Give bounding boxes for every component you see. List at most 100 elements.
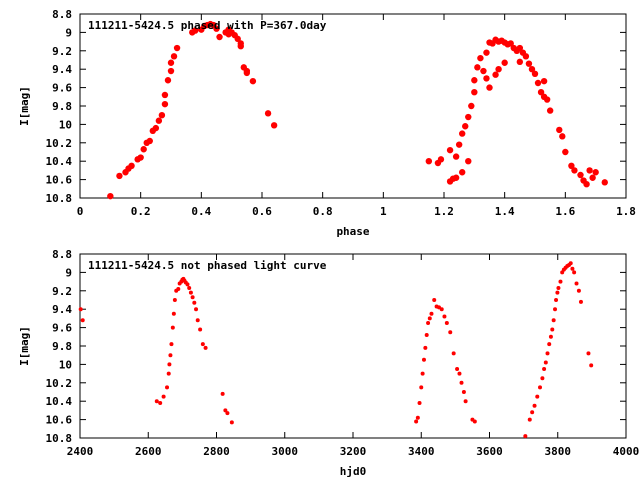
y-tick-label: 9 <box>65 26 72 39</box>
data-point <box>442 314 447 319</box>
y-tick-label: 9.8 <box>52 100 72 113</box>
data-point <box>483 49 490 56</box>
y-tick-label: 10 <box>59 118 72 131</box>
data-point <box>558 279 563 284</box>
data-point <box>556 286 561 291</box>
data-point <box>164 77 172 84</box>
data-point <box>474 64 481 71</box>
data-point <box>194 307 199 312</box>
data-point <box>542 367 547 371</box>
data-point <box>192 27 199 34</box>
data-point <box>540 77 548 85</box>
data-point <box>161 91 169 99</box>
data-point <box>546 107 554 114</box>
y-tick-label: 10.8 <box>46 432 73 445</box>
data-point <box>234 35 241 43</box>
data-point <box>452 174 460 181</box>
data-point <box>432 298 437 302</box>
data-point <box>188 290 193 295</box>
data-point <box>420 371 425 376</box>
y-tick-label: 9.2 <box>52 45 72 58</box>
data-point <box>540 376 545 381</box>
data-point <box>439 307 444 312</box>
data-point <box>477 54 484 62</box>
y-tick-label: 10.8 <box>46 192 73 205</box>
data-point <box>465 158 472 165</box>
y-tick-label: 8.8 <box>52 248 72 261</box>
data-point <box>576 288 581 293</box>
data-point <box>471 89 478 96</box>
data-point <box>165 385 170 390</box>
data-point <box>589 174 596 181</box>
data-point <box>128 162 135 169</box>
data-point <box>155 117 163 124</box>
data-point <box>601 179 608 186</box>
data-point <box>426 321 431 325</box>
data-point <box>589 363 594 368</box>
data-point <box>535 394 540 399</box>
data-point <box>530 410 535 415</box>
data-point <box>592 169 599 176</box>
data-point <box>586 351 591 356</box>
x-tick-label: 4000 <box>613 445 640 458</box>
data-point <box>537 89 545 96</box>
x-tick-label: 1.6 <box>555 205 575 218</box>
data-point <box>216 33 223 41</box>
data-point <box>173 44 181 52</box>
data-point <box>158 401 163 406</box>
data-point <box>220 391 225 396</box>
data-point <box>198 327 203 332</box>
data-point <box>525 60 533 67</box>
data-point <box>507 40 514 47</box>
y-tick-label: 10 <box>59 358 72 371</box>
y-tick-label: 9.4 <box>52 63 72 76</box>
data-point <box>501 59 508 66</box>
data-point <box>187 286 192 291</box>
data-point <box>483 75 490 82</box>
x-tick-label: 3600 <box>476 445 503 458</box>
data-point <box>448 330 453 335</box>
y-tick-label: 10.4 <box>46 155 73 168</box>
phased-light-curve-plot: 0 0.2 0.4 0.6 0.8 1 1.2 1.4 1.6 1.8 8.8 9 9.2 9.4 9.6 9… <box>18 8 636 238</box>
data-point <box>270 122 278 129</box>
data-point <box>459 380 464 385</box>
data-point <box>107 192 114 200</box>
data-point <box>568 162 575 169</box>
data-point <box>146 137 153 145</box>
data-point <box>577 171 584 179</box>
data-point <box>459 130 466 137</box>
x-tick-label: 1.8 <box>616 205 636 218</box>
y-axis-label: I[mag] <box>18 326 31 366</box>
data-point <box>570 266 575 271</box>
y-tick-label: 10.4 <box>46 395 73 408</box>
data-point <box>158 112 166 119</box>
data-point <box>437 156 445 163</box>
data-point <box>471 77 478 84</box>
data-point <box>516 44 524 52</box>
plot-title: 111211-5424.5 not phased light curve <box>88 259 327 272</box>
data-point <box>554 298 559 302</box>
data-point <box>455 141 463 148</box>
data-point <box>415 415 420 420</box>
data-point <box>419 385 424 390</box>
data-point <box>574 281 579 286</box>
data-point <box>423 345 428 350</box>
data-point <box>531 70 539 78</box>
data-point <box>480 67 487 75</box>
data-point <box>578 299 583 304</box>
data-point <box>225 411 230 416</box>
data-point <box>583 181 590 188</box>
data-point <box>543 96 551 103</box>
x-tick-label: 0 <box>77 205 84 218</box>
data-point <box>527 417 532 422</box>
y-tick-label: 9.6 <box>52 82 72 95</box>
y-tick-label: 10.6 <box>46 414 73 427</box>
data-point <box>429 311 434 316</box>
data-point <box>452 153 460 160</box>
x-tick-label: 0.2 <box>131 205 151 218</box>
data-point <box>176 286 181 291</box>
data-point <box>172 298 177 302</box>
data-point <box>223 408 228 413</box>
data-point <box>495 66 502 73</box>
x-tick-label: 2800 <box>203 445 230 458</box>
